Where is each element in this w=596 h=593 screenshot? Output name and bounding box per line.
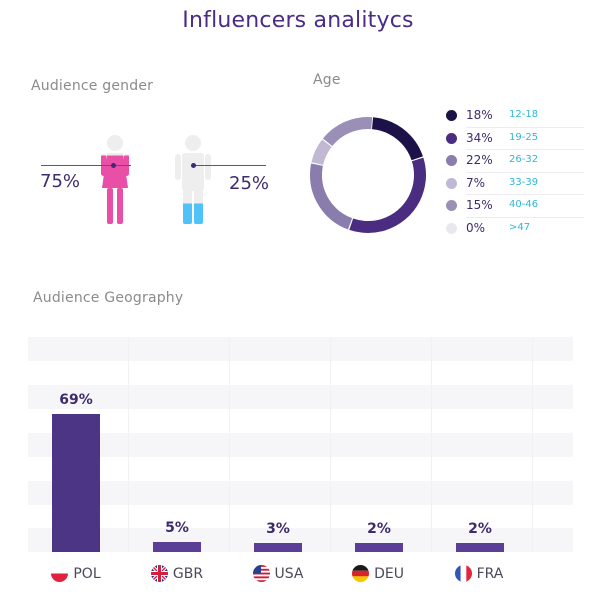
legend-divider: [466, 171, 584, 173]
bar-deu: [355, 543, 403, 552]
age-donut-chart: [310, 117, 426, 233]
country-label-usa: USA: [238, 565, 318, 585]
geography-section-label: Audience Geography: [33, 290, 184, 306]
legend-percent: 22%: [466, 153, 493, 167]
male-indicator-dot: [191, 163, 196, 168]
legend-item: 0% >47: [444, 221, 584, 244]
legend-percent: 15%: [466, 198, 493, 212]
male-percentage: 25%: [229, 173, 270, 194]
grid-band: [28, 337, 573, 361]
bar-value-label: 3%: [266, 521, 290, 537]
grid-line: [229, 337, 230, 552]
grid-line: [431, 337, 432, 552]
bar-fra: [456, 543, 504, 552]
legend-range: 40-46: [509, 199, 539, 210]
legend-swatch: [446, 222, 457, 234]
poland-flag-icon: [51, 565, 69, 582]
female-figure-icon: [101, 135, 129, 224]
bar-value-label: 2%: [367, 521, 391, 537]
legend-percent: 34%: [466, 130, 493, 145]
legend-item: 15% 40-46: [444, 198, 584, 221]
legend-item: 34% 19-25: [444, 131, 584, 154]
legend-range: 26-32: [509, 154, 539, 165]
female-indicator-line: [41, 165, 131, 166]
country-label-pol: POL: [36, 565, 116, 585]
legend-percent: 7%: [466, 175, 486, 190]
donut-slice-12-18: [310, 117, 426, 233]
donut-slice-26-32: [310, 117, 426, 233]
country-code: FRA: [476, 565, 504, 582]
grid-band: [28, 481, 573, 505]
uk-flag-icon: [150, 565, 168, 582]
bar-pol: [52, 414, 100, 552]
grid-line: [330, 337, 331, 552]
female-percentage: 75%: [40, 171, 81, 192]
legend-swatch: [446, 155, 457, 166]
bar-value-label: 5%: [165, 520, 189, 536]
france-flag-icon: [454, 565, 472, 582]
legend-item: 22% 26-32: [444, 153, 584, 176]
grid-band: [28, 433, 573, 457]
bar-value-label: 2%: [468, 521, 492, 537]
country-code: POL: [73, 565, 101, 582]
legend-swatch: [446, 110, 457, 121]
gender-section-label: Audience gender: [31, 78, 154, 94]
bar-value-label: 69%: [59, 392, 93, 409]
donut-slice-19-25: [310, 117, 426, 233]
male-indicator-line: [193, 165, 266, 166]
usa-flag-icon: [252, 565, 270, 582]
legend-range: 19-25: [509, 131, 539, 143]
legend-swatch: [446, 132, 457, 144]
legend-item: 7% 33-39: [444, 176, 584, 199]
grid-band: [28, 385, 573, 409]
country-code: USA: [274, 565, 304, 582]
legend-swatch: [446, 177, 457, 189]
country-label-gbr: GBR: [137, 565, 217, 585]
country-label-fra: FRA: [439, 565, 519, 585]
legend-swatch: [446, 200, 457, 211]
legend-item: 18% 12-18: [444, 108, 584, 131]
legend-percent: 0%: [466, 220, 486, 235]
legend-range: >47: [509, 221, 531, 233]
bar-gbr: [153, 542, 201, 552]
germany-flag-icon: [352, 565, 370, 582]
country-label-deu: DEU: [338, 565, 418, 585]
legend-divider: [466, 149, 584, 150]
bar-usa: [254, 543, 302, 552]
age-section-label: Age: [313, 72, 341, 88]
country-code: DEU: [374, 565, 404, 582]
country-code: GBR: [172, 565, 204, 582]
legend-divider: [466, 126, 584, 128]
legend-divider: [466, 194, 584, 195]
male-figure-icon: [175, 135, 211, 224]
legend-percent: 18%: [466, 108, 493, 122]
grid-line: [532, 337, 533, 552]
female-indicator-dot: [111, 163, 116, 168]
legend-range: 33-39: [509, 176, 539, 188]
page-title: Influencers analitycs: [182, 8, 414, 33]
legend-divider: [466, 216, 584, 218]
age-legend: 18% 12-18 34% 19-25 22% 26-32 7% 33-39 1…: [444, 108, 584, 243]
grid-line: [128, 337, 129, 552]
legend-range: 12-18: [509, 109, 539, 120]
